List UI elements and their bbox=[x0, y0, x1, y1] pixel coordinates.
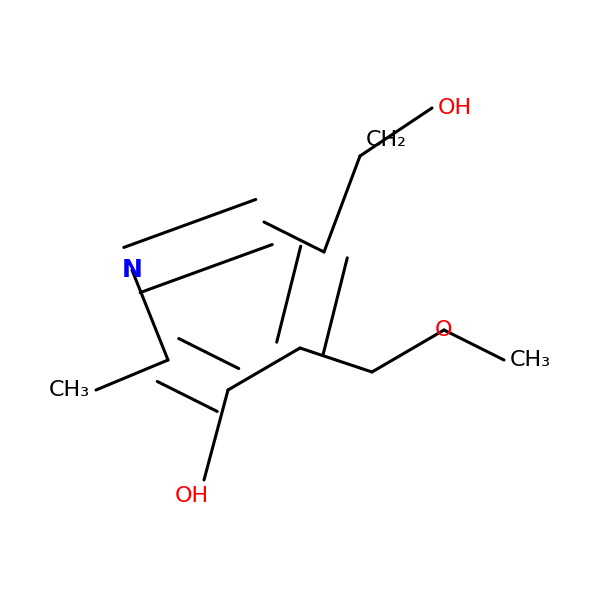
Text: O: O bbox=[435, 320, 453, 340]
Text: CH₂: CH₂ bbox=[366, 130, 407, 150]
Text: OH: OH bbox=[175, 486, 209, 506]
Text: CH₃: CH₃ bbox=[49, 380, 90, 400]
Text: CH₃: CH₃ bbox=[510, 350, 551, 370]
Text: OH: OH bbox=[438, 98, 472, 118]
Text: N: N bbox=[122, 258, 142, 282]
